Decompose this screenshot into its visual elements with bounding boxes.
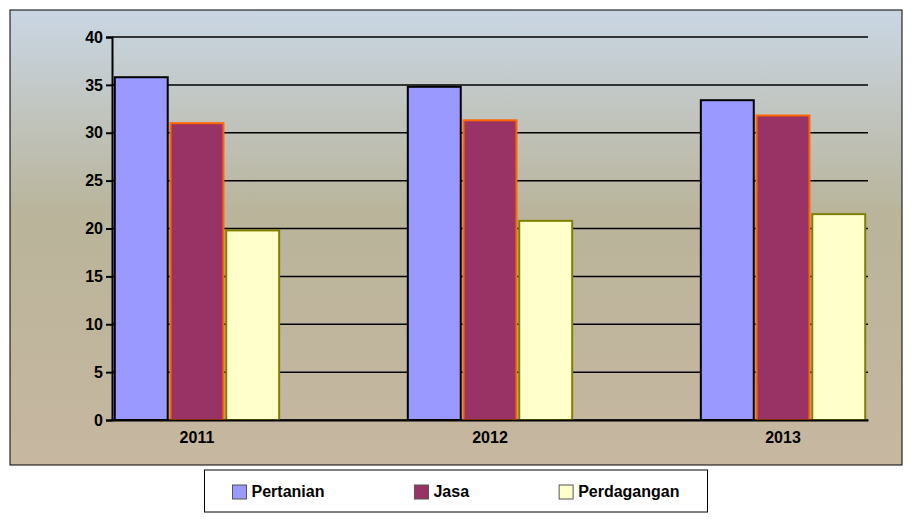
background <box>10 10 902 465</box>
y-tick-mark <box>106 180 112 182</box>
plot: 0 5 10 15 20 25 30 35 40 2011 2012 2013 <box>85 29 868 447</box>
y-axis: 0 5 10 15 20 25 30 35 40 <box>85 29 112 429</box>
y-tick-label: 40 <box>85 29 103 46</box>
legend-box <box>205 470 708 512</box>
bar <box>115 77 168 420</box>
x-axis: 2011 2012 2013 <box>113 420 869 446</box>
bar <box>701 100 754 420</box>
y-tick: 15 <box>85 268 112 285</box>
y-tick-mark <box>106 37 112 39</box>
bar <box>757 116 810 420</box>
x-tick-label: 2013 <box>765 429 801 446</box>
x-tick: 2011 <box>180 420 215 446</box>
x-tick: 2013 <box>765 420 801 446</box>
bar <box>226 230 279 420</box>
legend-item: Pertanian <box>233 483 325 500</box>
y-tick-mark <box>106 276 112 278</box>
y-tick-label: 10 <box>85 316 103 333</box>
y-tick: 20 <box>85 220 112 237</box>
y-tick: 35 <box>85 76 112 93</box>
y-tick-mark <box>106 84 112 86</box>
y-tick-label: 0 <box>94 412 103 429</box>
y-tick-label: 15 <box>85 268 103 285</box>
y-axis-line <box>106 38 113 421</box>
y-tick: 10 <box>85 316 112 333</box>
bar <box>519 221 572 420</box>
y-tick: 5 <box>94 364 112 381</box>
y-tick-mark <box>106 228 112 230</box>
bars <box>115 77 865 420</box>
y-tick-label: 20 <box>85 220 103 237</box>
chart: 0 5 10 15 20 25 30 35 40 2011 2012 2013 Pertanian Jas… <box>0 0 912 520</box>
grid-line <box>112 84 868 86</box>
legend-label: Pertanian <box>252 483 325 500</box>
x-tick-label: 2012 <box>472 429 508 446</box>
x-tick: 2012 <box>472 420 508 446</box>
y-tick-mark <box>106 420 112 422</box>
x-tick-label: 2011 <box>180 429 215 446</box>
legend-item: Perdagangan <box>559 483 679 500</box>
legend-item: Jasa <box>414 483 469 500</box>
grid-line <box>112 36 868 38</box>
legend: Pertanian Jasa Perdagangan <box>205 470 708 512</box>
bar <box>464 120 517 420</box>
y-tick: 25 <box>85 172 112 189</box>
y-tick: 0 <box>94 412 112 429</box>
y-tick-mark <box>106 372 112 374</box>
y-tick-label: 5 <box>94 364 103 381</box>
legend-label: Perdagangan <box>578 483 679 500</box>
y-tick-mark <box>106 324 112 326</box>
legend-swatch <box>233 485 247 499</box>
legend-label: Jasa <box>433 483 469 500</box>
y-tick-mark <box>106 132 112 134</box>
bar <box>812 214 865 420</box>
bar <box>171 123 224 420</box>
legend-swatch <box>414 485 428 499</box>
grid <box>112 37 868 420</box>
y-tick-label: 35 <box>85 76 103 93</box>
y-tick: 40 <box>85 29 112 46</box>
y-tick: 30 <box>85 124 112 141</box>
y-tick-label: 30 <box>85 124 103 141</box>
legend-swatch <box>559 485 573 499</box>
y-tick-label: 25 <box>85 172 103 189</box>
bar <box>408 87 461 420</box>
x-axis-line <box>113 420 869 422</box>
